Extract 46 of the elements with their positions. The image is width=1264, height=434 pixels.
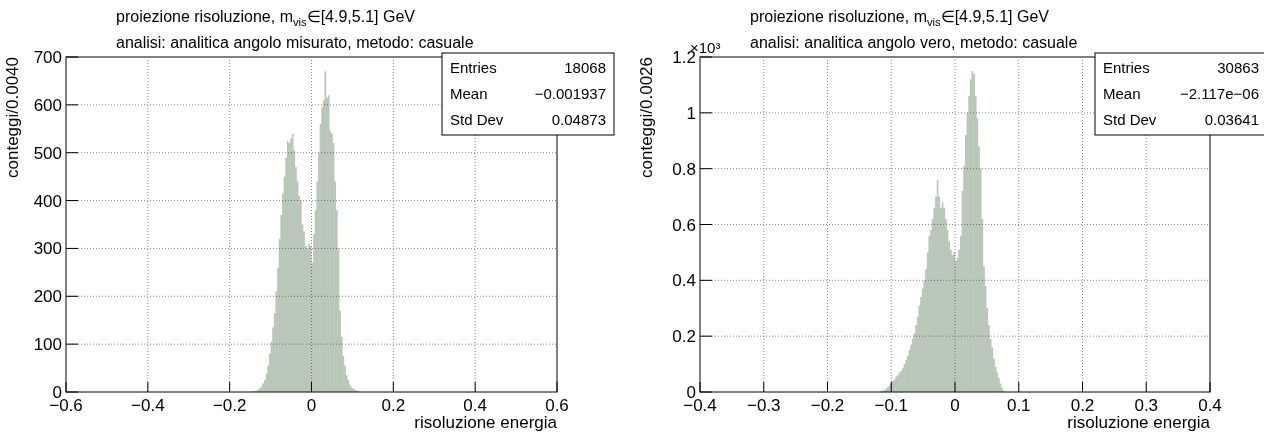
- text: 30863: [1217, 59, 1259, 76]
- annotation: 0.03641: [1204, 111, 1259, 128]
- x-tick-label: 0.4: [1198, 396, 1222, 415]
- y-tick-label: 100: [33, 335, 62, 355]
- x-tick-label: 0.1: [1006, 396, 1031, 415]
- x-tick-label: 0: [306, 396, 317, 415]
- x-tick-label: −0.3: [746, 396, 781, 415]
- x-tick-label: 0.2: [1070, 396, 1095, 415]
- y-axis-title: conteggi/0.0040: [3, 57, 22, 178]
- chart-subtitle: analisi: analitica angolo vero, metodo: casuale: [750, 34, 1078, 51]
- text: 18068: [564, 59, 606, 76]
- x-tick-label: 0.4: [463, 396, 487, 415]
- y-tick-label: 0.6: [672, 215, 696, 235]
- x-tick-label: 0.2: [381, 396, 406, 415]
- x-tick-label: 0.6: [545, 396, 569, 415]
- y-tick-label: 300: [33, 239, 62, 259]
- y-axis-title: conteggi/0.0026: [637, 57, 656, 178]
- x-tick-label: −0.2: [810, 396, 845, 415]
- y-tick-label: 0.4: [672, 271, 696, 291]
- x-axis-title: risoluzione energia: [1067, 413, 1211, 432]
- x-tick-label: −0.1: [874, 396, 909, 415]
- annotation: Mean: [450, 85, 488, 102]
- y-tick-label: 0.8: [672, 159, 696, 179]
- x-tick-label: 0.3: [1134, 396, 1159, 415]
- annotation: Mean: [1103, 85, 1141, 102]
- annotation: Entries: [1103, 59, 1150, 76]
- chart-subtitle: analisi: analitica angolo misurato, metodo: casuale: [116, 34, 474, 51]
- annotation: 0.04873: [551, 111, 606, 128]
- x-tick-label: 0: [950, 396, 960, 415]
- y-tick-label: 0.2: [672, 327, 696, 347]
- chart-title: proiezione risoluzione, m$_{vis}$∈[4.9,5.1] GeV: [750, 8, 1050, 28]
- annotation: −2.117e−06: [1180, 85, 1259, 102]
- chart-title: proiezione risoluzione, m$_{vis}$∈[4.9,5.1] GeV: [116, 8, 416, 28]
- y-tick-label: 400: [33, 191, 62, 211]
- annotation: Entries: [450, 59, 497, 76]
- x-axis-title: risoluzione energia: [414, 413, 558, 432]
- y-tick-label: 200: [33, 287, 62, 307]
- annotation: Std Dev: [450, 111, 504, 128]
- annotation: Std Dev: [1103, 111, 1157, 128]
- annotation: −0.001937: [534, 85, 606, 102]
- y-tick-label: 600: [33, 95, 62, 115]
- y-tick-label: 500: [33, 143, 62, 163]
- x-tick-label: −0.2: [212, 396, 247, 415]
- y-tick-label: 1: [686, 103, 696, 123]
- x-tick-label: −0.4: [131, 396, 165, 415]
- y-tick-label: 700: [33, 48, 62, 67]
